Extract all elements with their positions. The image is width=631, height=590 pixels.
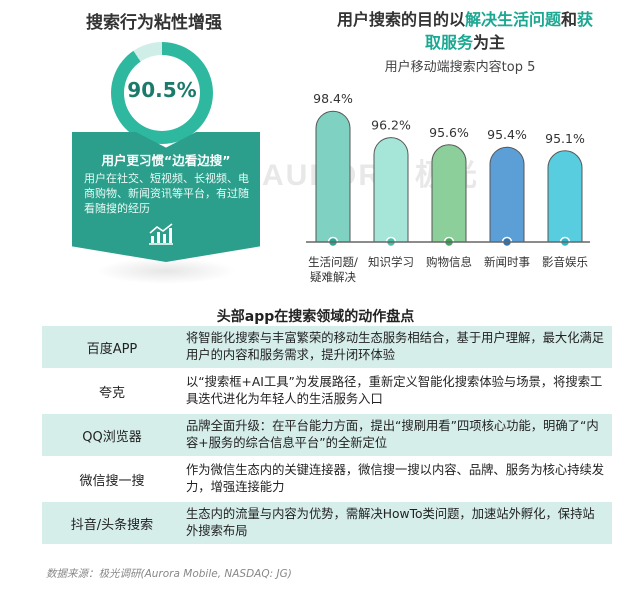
app-action-desc: 品牌全面升级：在平台能力方面，提出“搜刷用看”四项核心功能，明确了“内容+服务的… bbox=[186, 419, 599, 450]
app-name: 抖音/头条搜索 bbox=[70, 517, 154, 533]
chart-title: 用户移动端搜索内容top 5 bbox=[384, 60, 536, 75]
app-actions-table: 百度APP 将智能化搜索与丰富繁荣的移动生态服务相结合，基于用户理解，最大化满足… bbox=[42, 326, 612, 546]
app-action-desc: 生态内的流量与内容为优势，需解决HowTo类问题，加速站外孵化，保持站外搜索布局 bbox=[186, 507, 595, 538]
category-label: 购物信息 bbox=[426, 255, 472, 269]
bar bbox=[489, 146, 525, 243]
category-label: 疑难解决 bbox=[310, 270, 356, 284]
category-label: 知识学习 bbox=[368, 255, 414, 269]
table-title: 头部app在搜索领域的动作盘点 bbox=[216, 309, 415, 325]
app-name: 微信搜一搜 bbox=[79, 473, 145, 489]
search-content-bar-chart: 98.4% 生活问题/疑难解决 96.2% 知识学习 95.6% 购物信息 95.4% 新闻时… bbox=[306, 91, 590, 284]
value-label: 95.1% bbox=[545, 131, 585, 146]
app-action-desc: 作为微信生态内的关键连接器，微信搜一搜以内容、品牌、服务为核心持续发力，增强连接… bbox=[186, 463, 605, 494]
habit-card-heading: 用户更习惯“边看边搜” bbox=[101, 153, 231, 168]
percent-label: 90.5% bbox=[127, 78, 197, 102]
table-row: 夸克 以“搜索框+AI工具”为发展路径，重新定义智能化搜索体验与场景，将搜索工具… bbox=[42, 370, 612, 414]
data-source-note: 数据来源：极光调研(Aurora Mobile, NASDAQ: JG) bbox=[46, 568, 292, 580]
habit-card-text: 用户在社交、短视频、长视频、电商购物、新闻资讯等平台，有过随看随搜的经历 bbox=[84, 172, 249, 215]
app-name: 夸克 bbox=[98, 385, 125, 401]
value-label: 96.2% bbox=[371, 118, 411, 133]
bar bbox=[315, 110, 351, 243]
app-action-desc: 将智能化搜索与丰富繁荣的移动生态服务相结合，基于用户理解，最大化满足用户的内容和… bbox=[186, 331, 605, 362]
percent-ring-center bbox=[124, 55, 200, 131]
title-highlight-service: 获取服务 bbox=[424, 10, 594, 52]
app-name: QQ浏览器 bbox=[82, 429, 142, 445]
value-label: 95.4% bbox=[487, 127, 527, 142]
app-action-desc: 以“搜索框+AI工具”为发展路径，重新定义智能化搜索体验与场景，将搜索工具迭代进… bbox=[186, 375, 603, 406]
title-prefix: 用户搜索的目的以 bbox=[336, 10, 465, 29]
bar bbox=[431, 144, 467, 243]
value-label: 95.6% bbox=[429, 125, 469, 140]
bar bbox=[547, 150, 583, 243]
table-row: QQ浏览器 品牌全面升级：在平台能力方面，提出“搜刷用看”四项核心功能，明确了“… bbox=[42, 414, 612, 458]
bar-chart-trend-icon bbox=[149, 223, 173, 245]
title-suffix: 为主 bbox=[473, 33, 506, 52]
card-shadow bbox=[96, 258, 236, 284]
table-row: 抖音/头条搜索 生态内的流量与内容为优势，需解决HowTo类问题，加速站外孵化，… bbox=[42, 502, 612, 546]
right-panel-title: 用户搜索的目的以解决生活问题和获取服务为主 bbox=[330, 8, 600, 54]
bar bbox=[373, 137, 409, 243]
app-name: 百度APP bbox=[86, 341, 138, 357]
category-label: 生活问题/ bbox=[308, 255, 358, 269]
table-row: 百度APP 将智能化搜索与丰富繁荣的移动生态服务相结合，基于用户理解，最大化满足… bbox=[42, 326, 612, 370]
category-label: 新闻时事 bbox=[484, 255, 530, 269]
table-row: 微信搜一搜 作为微信生态内的关键连接器，微信搜一搜以内容、品牌、服务为核心持续发… bbox=[42, 458, 612, 502]
category-label: 影音娱乐 bbox=[542, 255, 588, 269]
left-panel-title: 搜索行为粘性增强 bbox=[86, 13, 222, 33]
title-highlight-life: 解决生活问题 bbox=[464, 10, 561, 29]
value-label: 98.4% bbox=[313, 91, 353, 106]
title-mid: 和 bbox=[561, 10, 578, 29]
